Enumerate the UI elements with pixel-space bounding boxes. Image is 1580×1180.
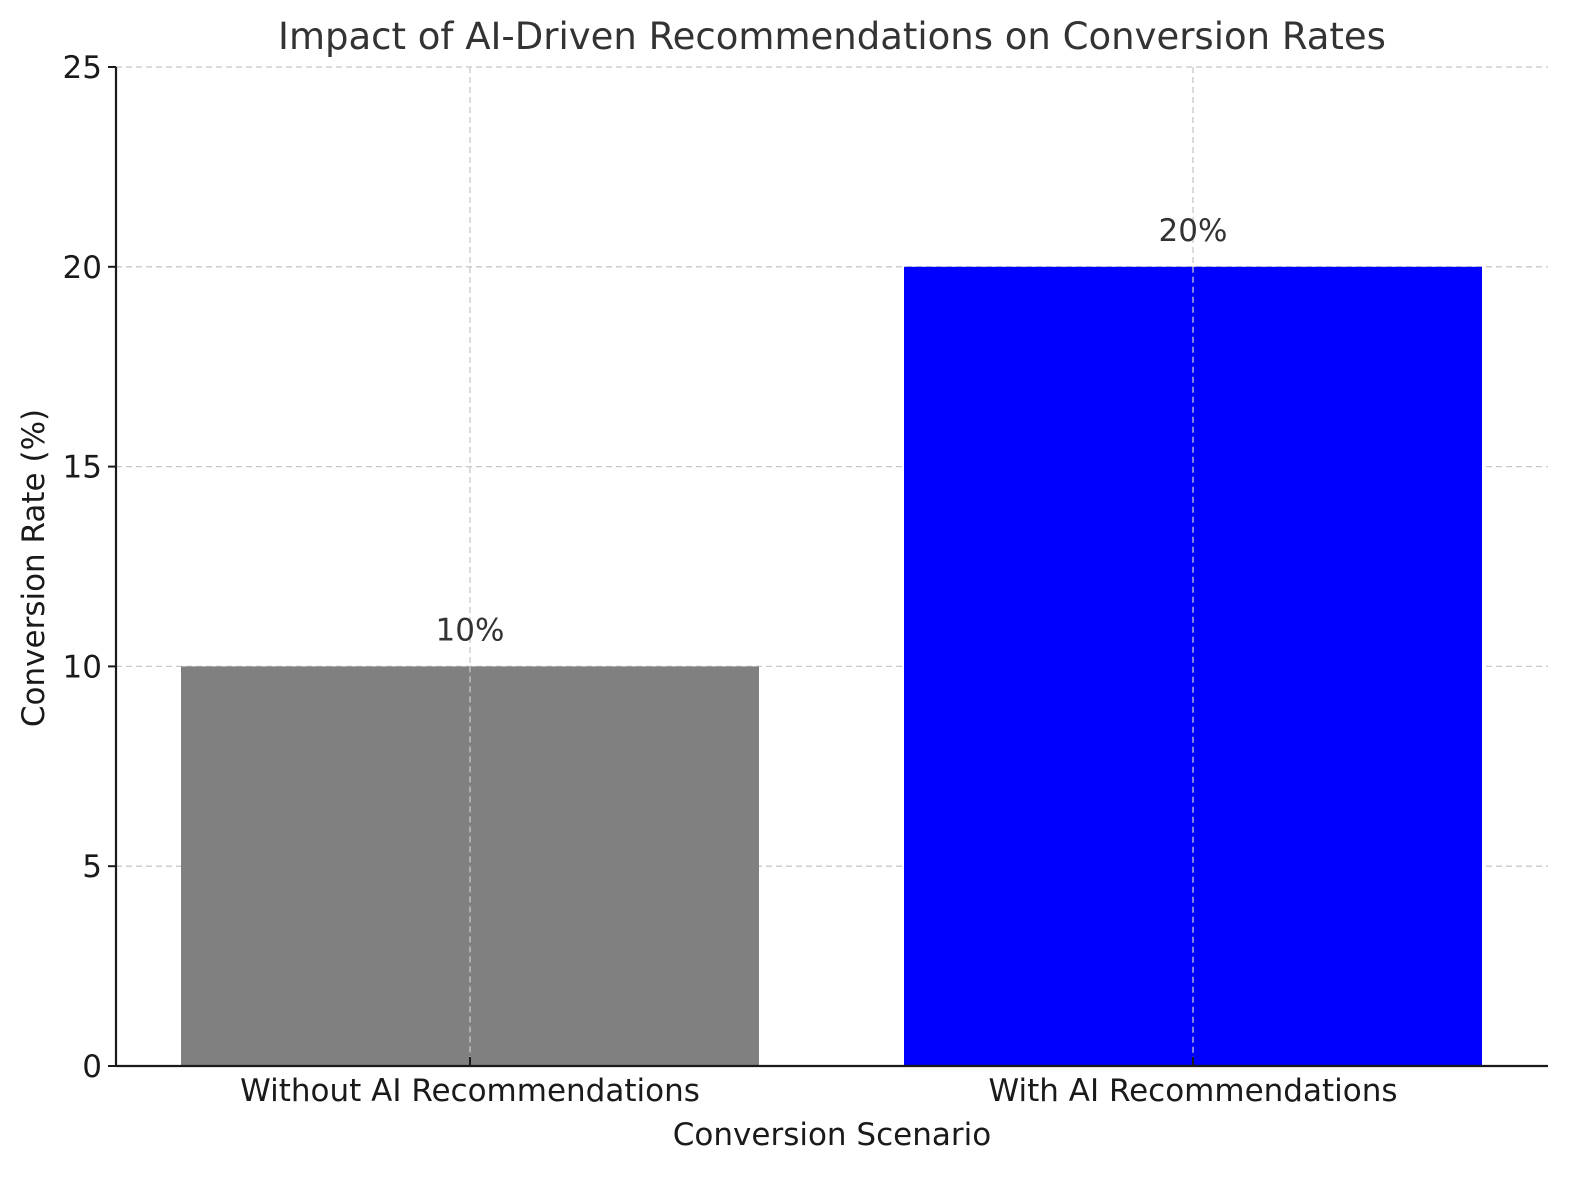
axes	[108, 66, 1548, 1068]
x-tick-label: With AI Recommendations	[989, 1073, 1398, 1109]
bar	[181, 666, 759, 1066]
bar-value-label: 20%	[1159, 213, 1228, 249]
bars	[181, 266, 1482, 1066]
y-axis-label: Conversion Rate (%)	[16, 409, 52, 727]
y-tick-label: 5	[82, 849, 102, 885]
x-axis-label: Conversion Scenario	[673, 1117, 991, 1153]
y-tick-label: 25	[63, 50, 102, 86]
y-tick-label: 15	[63, 450, 102, 486]
labels: 0 5 10 15 20 25 10% Without AI Recommendations 2…	[63, 50, 1398, 1109]
bar-value-label: 10%	[436, 612, 505, 648]
bar	[904, 266, 1482, 1066]
y-tick-label: 10	[63, 649, 102, 685]
x-tick-label: Without AI Recommendations	[240, 1073, 700, 1109]
y-tick-label: 20	[63, 250, 102, 286]
chart-title: Impact of AI-Driven Recommendations on C…	[278, 15, 1386, 58]
y-tick-label: 0	[82, 1049, 102, 1085]
